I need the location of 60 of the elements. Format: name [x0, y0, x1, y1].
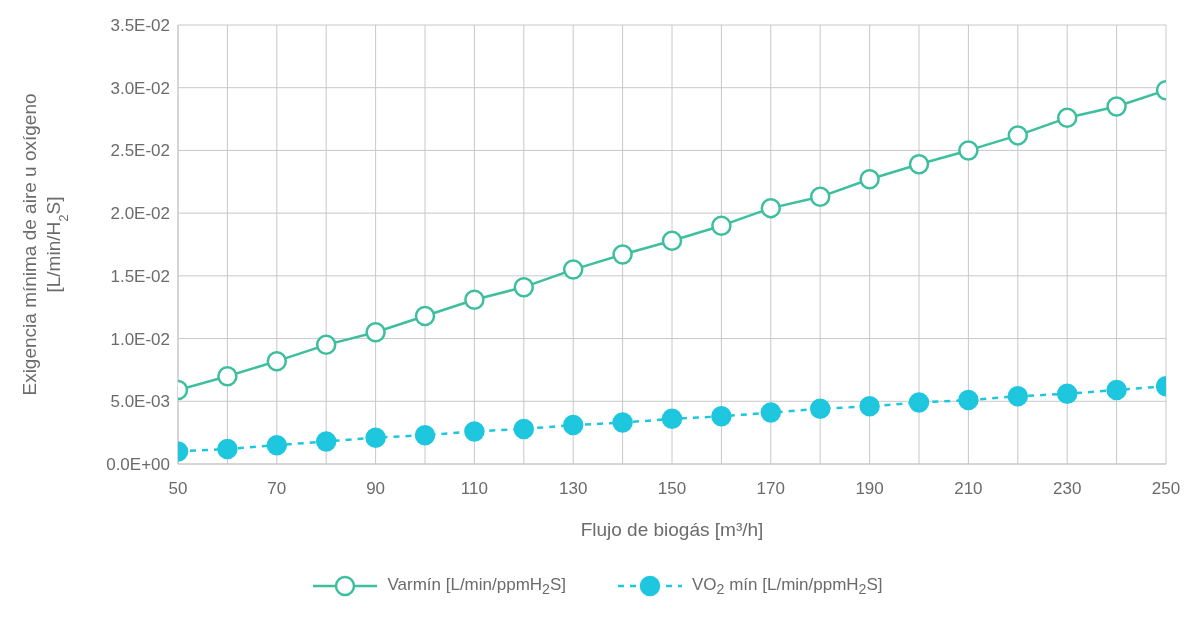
point	[661, 408, 683, 430]
x-axis-title: Flujo de biogás [m³/h]	[580, 519, 764, 540]
y-tick-label: 1.0E-02	[110, 329, 170, 349]
point	[612, 412, 633, 433]
y-tick-label: 3.0E-02	[110, 78, 170, 98]
point	[1056, 383, 1078, 405]
point	[414, 424, 436, 446]
point	[414, 305, 436, 327]
point	[464, 421, 485, 442]
y-tick-label: 3.5E-02	[110, 16, 170, 36]
x-tick-label: 210	[954, 479, 983, 499]
point	[760, 402, 782, 423]
x-tick-label: 230	[1053, 479, 1082, 499]
x-tick-label: 250	[1151, 479, 1181, 499]
point	[266, 434, 288, 456]
x-tick-label: 110	[460, 479, 488, 499]
point	[365, 427, 386, 448]
point	[809, 398, 831, 420]
legend-label: VO$_{2}$ mín [L/min/ppmH$_{2}$S]	[692, 574, 883, 598]
x-tick-label: 150	[657, 479, 687, 499]
point	[1056, 107, 1078, 129]
point	[958, 389, 979, 411]
y-tick-label: 2.0E-02	[110, 204, 170, 224]
point	[1007, 125, 1029, 146]
point	[859, 169, 880, 190]
legend-label: Varmín [L/min/ppmH$_{2}$S]	[387, 574, 567, 598]
point	[217, 365, 238, 387]
point	[513, 418, 535, 440]
y-tick-label: 0.0E+00	[106, 455, 170, 475]
point	[711, 406, 732, 427]
point	[958, 140, 979, 161]
point	[908, 392, 930, 413]
y-tick-label: 1.5E-02	[110, 266, 170, 286]
point	[562, 414, 584, 436]
point	[266, 350, 288, 372]
point	[859, 396, 880, 417]
point	[464, 289, 485, 310]
point	[365, 322, 386, 343]
point	[908, 153, 930, 175]
x-tick-label: 90	[366, 479, 386, 499]
point	[612, 244, 633, 265]
point	[1106, 379, 1127, 401]
point	[562, 259, 584, 280]
point	[1106, 96, 1127, 117]
point	[315, 431, 337, 452]
y-tick-label: 5.0E-03	[110, 392, 170, 412]
point	[760, 197, 782, 219]
y-tick-label: 2.5E-02	[110, 141, 170, 161]
point	[1007, 386, 1029, 407]
point	[711, 215, 732, 236]
x-tick-label: 70	[267, 479, 287, 499]
x-tick-label: 190	[855, 479, 884, 499]
point	[513, 276, 535, 298]
point	[809, 186, 831, 208]
point	[315, 334, 337, 356]
point	[217, 438, 238, 460]
x-tick-label: 170	[756, 479, 785, 499]
point	[661, 230, 683, 251]
x-tick-label: 50	[168, 479, 188, 499]
x-tick-label: 130	[559, 479, 588, 499]
